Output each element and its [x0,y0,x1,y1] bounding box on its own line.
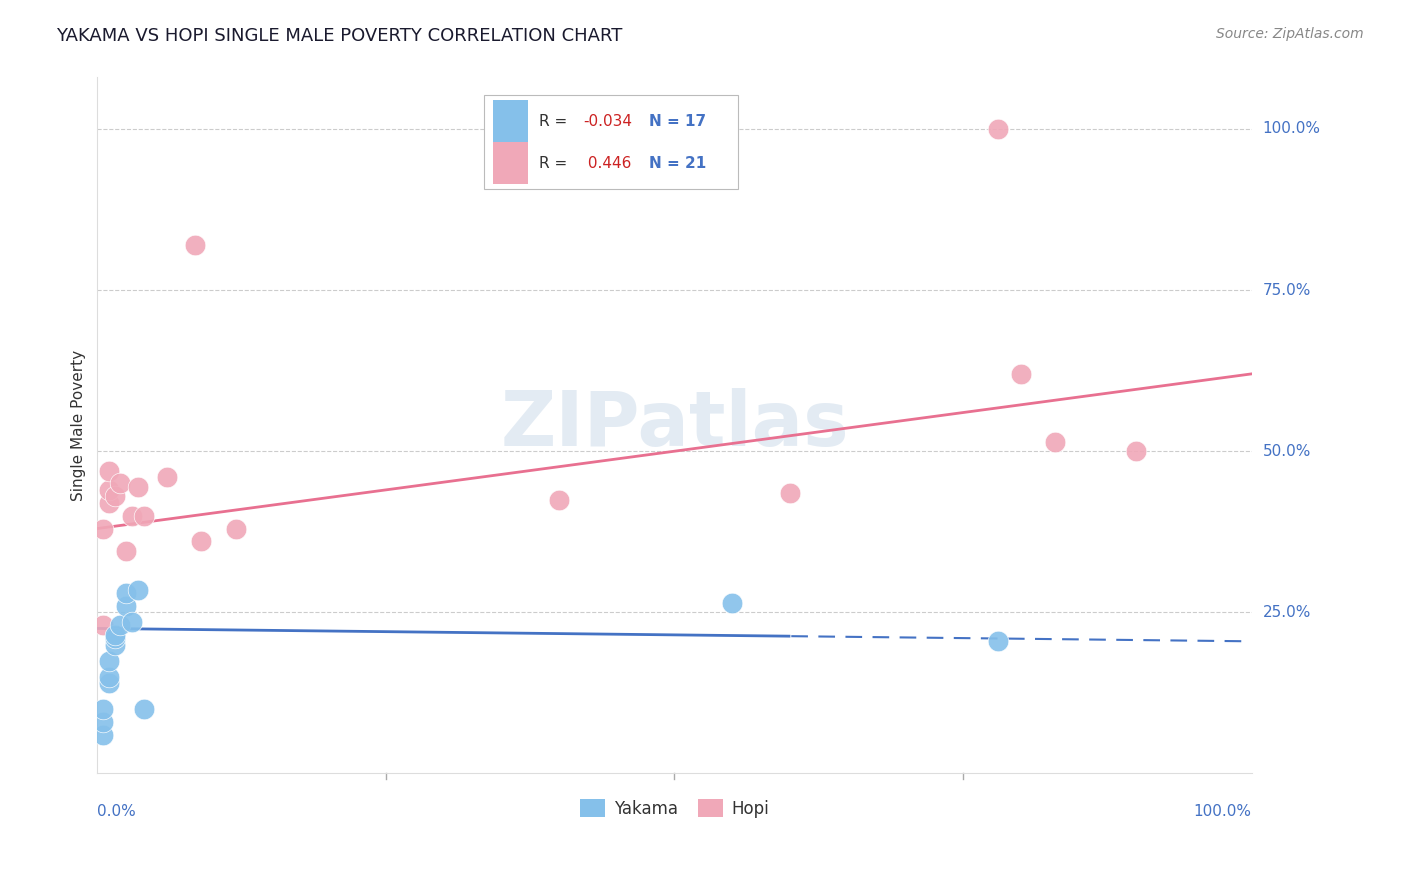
Point [97,654,120,668]
Point [104,631,127,645]
Point [104,638,127,652]
Point [548,492,571,507]
Point [91,714,114,729]
Point [987,122,1010,136]
Text: 0.0%: 0.0% [97,804,136,819]
Text: Source: ZipAtlas.com: Source: ZipAtlas.com [1216,27,1364,41]
Text: 75.0%: 75.0% [1263,283,1310,298]
Point [110,476,132,491]
Point [104,628,127,642]
Text: 100.0%: 100.0% [1263,121,1320,136]
Text: ZIPatlas: ZIPatlas [501,388,849,462]
Point [110,618,132,632]
Point [190,534,212,549]
Point [121,508,143,523]
Point [155,470,177,484]
Point [721,596,744,610]
Point [104,489,127,503]
Point [132,702,155,716]
Point [97,483,120,497]
Bar [494,142,527,184]
Text: N = 21: N = 21 [650,155,706,170]
Text: -0.034: -0.034 [583,114,633,128]
Point [115,544,138,558]
Point [1010,367,1032,381]
Bar [494,101,527,142]
Point [184,238,207,252]
Point [97,496,120,510]
Text: 100.0%: 100.0% [1194,804,1251,819]
Point [97,464,120,478]
Point [91,618,114,632]
Text: R =: R = [540,155,572,170]
Point [97,676,120,690]
FancyBboxPatch shape [484,95,738,189]
Point [91,522,114,536]
Point [91,702,114,716]
Text: R =: R = [540,114,572,128]
Point [132,508,155,523]
Point [121,615,143,629]
Point [127,480,149,494]
Point [127,582,149,597]
Point [115,599,138,613]
Text: 25.0%: 25.0% [1263,605,1310,620]
Legend: Yakama, Hopi: Yakama, Hopi [574,793,775,824]
Point [115,586,138,600]
Y-axis label: Single Male Poverty: Single Male Poverty [72,350,86,501]
Text: 50.0%: 50.0% [1263,443,1310,458]
Point [91,728,114,742]
Point [987,634,1010,648]
Point [97,670,120,684]
Text: 0.446: 0.446 [583,155,631,170]
Point [1125,444,1147,458]
Text: YAKAMA VS HOPI SINGLE MALE POVERTY CORRELATION CHART: YAKAMA VS HOPI SINGLE MALE POVERTY CORRE… [56,27,623,45]
Point [779,486,801,500]
Point [1045,434,1067,449]
Point [225,522,247,536]
Text: N = 17: N = 17 [650,114,706,128]
